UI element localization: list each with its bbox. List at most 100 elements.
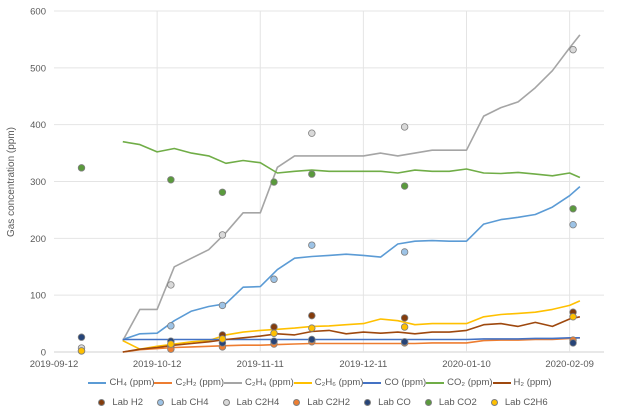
lab-point-lab-c2h4 [308, 129, 316, 137]
lab-point-lab-co2 [270, 178, 278, 186]
legend-lines: CH₄ (ppm) C₂H₂ (ppm) C₂H₄ (ppm) C₂H₆ (ppm) C… [0, 377, 640, 388]
legend-marker [424, 399, 432, 406]
lab-point-lab-c2h6 [167, 340, 175, 348]
legend-item: Lab H2 [92, 397, 143, 408]
lab-point-lab-c2h4 [569, 45, 577, 54]
lab-point-lab-c2h6 [270, 329, 278, 337]
legend-label: C₂H₆ (ppm) [314, 377, 364, 388]
lab-point-lab-ch4 [167, 322, 175, 330]
series-line-chppm [122, 300, 581, 351]
legend-label: Lab CO [378, 397, 411, 408]
lab-point-lab-c2h4 [167, 281, 175, 289]
series-line-chppm [122, 337, 580, 353]
gridlines [54, 10, 604, 353]
legend-item: Lab C2H2 [287, 397, 350, 408]
lab-point-lab-h2 [308, 311, 316, 320]
y-axis-label: Gas concentration (ppm) [6, 127, 17, 237]
legend-item: Lab CO [358, 397, 411, 408]
series-line-coppm [122, 140, 581, 179]
legend-item: C₂H₆ (ppm) [293, 377, 364, 388]
legend-swatch [363, 381, 382, 384]
x-tick-labels: 2019-09-12 2019-10-12 2019-11-11 2019-12-11… [30, 359, 594, 370]
lab-point-lab-h2 [400, 314, 409, 322]
lab-point-lab-co2 [308, 170, 316, 178]
y-tick-label: 300 [30, 177, 46, 188]
legend-label: H₂ (ppm) [513, 377, 552, 388]
series-line-hppm [122, 316, 581, 353]
legend-label: Lab H2 [112, 397, 143, 408]
legend-item: CH₄ (ppm) [88, 377, 154, 388]
lab-point-lab-c2h6 [218, 335, 227, 343]
legend-label: Lab CH4 [171, 397, 209, 408]
legend-item: CO₂ (ppm) [426, 377, 493, 388]
legend-label: Lab C2H6 [504, 397, 548, 408]
lab-point-lab-co2 [569, 205, 577, 213]
lab-point-lab-ch4 [270, 275, 278, 283]
legend-swatch [492, 381, 511, 384]
y-tick-label: 400 [30, 120, 46, 131]
lab-point-lab-co [270, 337, 278, 345]
lab-point-lab-co2 [400, 182, 409, 190]
y-tick-label: 200 [30, 234, 46, 245]
legend-item: Lab CH4 [151, 397, 209, 408]
legend-marker [490, 399, 498, 406]
x-tick-label: 2019-09-12 [30, 359, 79, 370]
legend-label: Lab C2H4 [236, 397, 280, 408]
legend-swatch [293, 381, 312, 384]
lab-point-lab-c2h4 [218, 231, 227, 239]
lab-point-lab-co [400, 338, 409, 346]
lab-point-lab-c2h6 [569, 313, 577, 321]
legend-item: H₂ (ppm) [492, 377, 552, 388]
series-line-chppm [122, 34, 581, 341]
legend-label: Lab CO2 [438, 397, 477, 408]
legend-marker [98, 399, 106, 406]
legend-swatch [88, 381, 107, 384]
y-tick-label: 500 [30, 63, 46, 74]
lab-point-lab-ch4 [308, 241, 316, 249]
legend-marker [293, 399, 301, 406]
lab-points [77, 45, 577, 355]
legend-label: CO₂ (ppm) [447, 377, 493, 388]
legend-lab: Lab H2 Lab CH4 Lab C2H4 Lab C2H2 Lab CO Lab C… [0, 397, 640, 408]
legend-label: C₂H₂ (ppm) [175, 377, 225, 388]
y-tick-label: 100 [30, 291, 46, 302]
lab-point-lab-c2h6 [400, 323, 409, 331]
lab-point-lab-c2h6 [308, 324, 316, 332]
legend-label: CH₄ (ppm) [109, 377, 155, 388]
legend-item: Lab C2H6 [485, 397, 548, 408]
lab-point-lab-c2h6 [77, 347, 86, 355]
legend-swatch [224, 381, 243, 384]
lab-point-lab-ch4 [569, 220, 577, 229]
legend-item: C₂H₂ (ppm) [154, 377, 224, 388]
lab-point-lab-co [77, 333, 86, 341]
x-tick-label: 2019-12-11 [339, 359, 387, 370]
series-line-chppm [122, 186, 581, 341]
lab-point-lab-co [308, 335, 316, 344]
lab-point-lab-c2h4 [400, 123, 409, 131]
lab-point-lab-co2 [77, 164, 86, 172]
legend-label: CO (ppm) [384, 377, 427, 388]
y-tick-labels: 0 100 200 300 400 500 600 [30, 7, 46, 359]
legend-swatch [154, 381, 173, 384]
y-tick-label: 0 [41, 348, 46, 359]
lab-point-lab-h2 [270, 323, 278, 331]
series-lines [122, 34, 581, 353]
lab-point-lab-co [569, 339, 577, 347]
lab-point-lab-co2 [218, 188, 227, 196]
lab-point-lab-ch4 [218, 301, 227, 310]
x-tick-label: 2020-01-10 [442, 359, 491, 370]
legend-label: C₂H₄ (ppm) [245, 377, 294, 388]
lab-point-lab-co2 [167, 176, 175, 184]
legend-item: CO (ppm) [363, 377, 426, 388]
legend-item: Lab CO2 [419, 397, 477, 408]
y-tick-label: 600 [30, 7, 46, 18]
series-line-coppm [122, 336, 580, 341]
legend-item: Lab C2H4 [217, 397, 280, 408]
x-tick-label: 2019-11-11 [237, 359, 284, 370]
legend-marker [157, 399, 164, 406]
legend-marker [364, 399, 372, 406]
lab-point-lab-ch4 [400, 248, 409, 256]
legend-swatch [426, 381, 445, 384]
x-tick-label: 2020-02-09 [545, 359, 594, 370]
